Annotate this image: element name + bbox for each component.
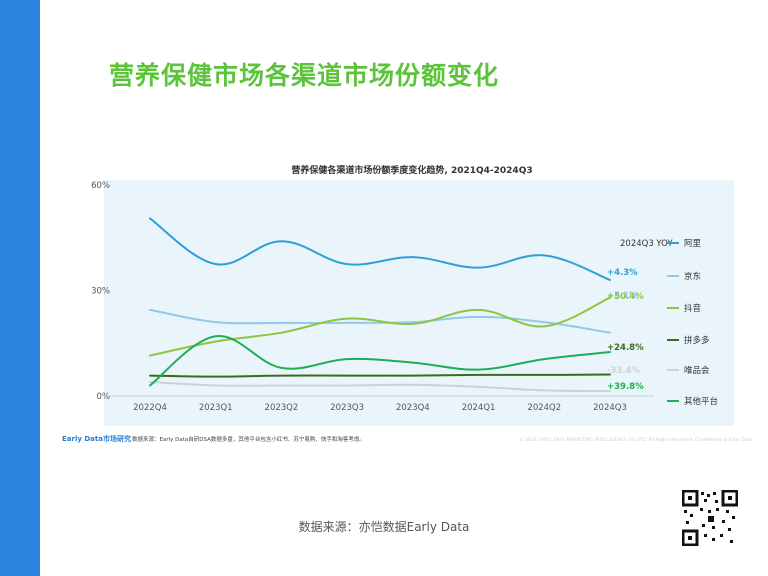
- x-tick-label: 2023Q3: [330, 403, 364, 413]
- yoy-label: -33.4%: [607, 366, 640, 376]
- y-tick-label: 60%: [91, 181, 110, 191]
- y-tick-label: 30%: [91, 287, 110, 297]
- series-line-5: [149, 335, 611, 387]
- series-line-1: [149, 308, 611, 334]
- x-tick-label: 2024Q2: [527, 403, 561, 413]
- qr-code-icon: [682, 490, 738, 546]
- legend-label: 拼多多: [684, 335, 710, 346]
- chart-title: 营养保健各渠道市场份额季度变化趋势, 2021Q4-2024Q3: [291, 164, 532, 176]
- legend-label: 唯品会: [684, 365, 710, 376]
- series-line-2: [149, 296, 611, 357]
- legend-label: 阿里: [684, 239, 702, 249]
- source-note: 数据来源：Early Data自研DSA数据多盘，其他平台包含小红书、苏宁易购、…: [132, 435, 365, 443]
- yoy-label: +50.4%: [607, 292, 644, 302]
- x-tick-label: 2023Q1: [199, 403, 233, 413]
- yoy-header: 2024Q3 YOY: [620, 239, 673, 249]
- yoy-label: +39.8%: [607, 382, 644, 392]
- yoy-label: +4.3%: [607, 268, 638, 278]
- yoy-label: +24.8%: [607, 343, 644, 353]
- x-tick-label: 2024Q3: [593, 403, 627, 413]
- x-tick-label: 2022Q4: [133, 403, 167, 413]
- copyright-note: © 2024 EARLY DATA MARKETING INTELLIGENCE…: [519, 436, 752, 443]
- series-line-4: [149, 380, 611, 393]
- slide-title: 营养保健市场各渠道市场份额变化: [109, 61, 500, 90]
- series-line-3: [149, 373, 611, 378]
- y-tick-label: 0%: [97, 392, 111, 402]
- source-brand: Early Data市场研究: [62, 434, 131, 443]
- legend-label: 其他平台: [684, 396, 718, 407]
- x-tick-label: 2024Q1: [462, 403, 496, 413]
- left-accent-bar: [0, 0, 40, 576]
- x-tick-label: 2023Q2: [265, 403, 299, 413]
- legend-label: 京东: [684, 271, 701, 282]
- footer-source: 数据来源：亦恺数据Early Data: [298, 520, 470, 534]
- series-line-0: [149, 217, 611, 281]
- line-chart: 营养保健各渠道市场份额季度变化趋势, 2021Q4-2024Q3 60% 30% 0%…: [62, 164, 752, 443]
- x-tick-label: 2023Q4: [396, 403, 430, 413]
- legend-label: 抖音: [684, 303, 702, 314]
- yoy-label: +5.1%: [607, 291, 638, 301]
- chart-container: 营养保健各渠道市场份额季度变化趋势, 2021Q4-2024Q3 60% 30% 0%…: [62, 158, 762, 448]
